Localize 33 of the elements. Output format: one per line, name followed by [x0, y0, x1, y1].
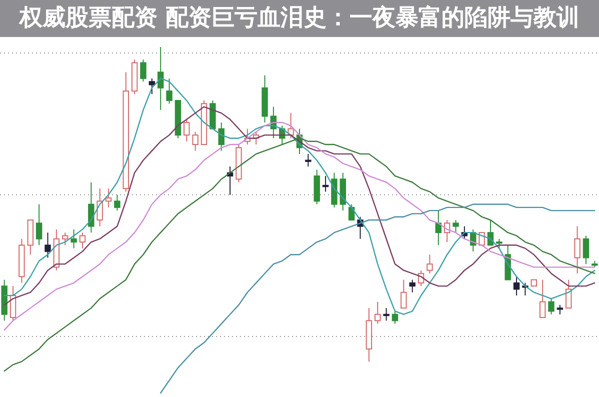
- candlestick: [36, 204, 42, 246]
- candlestick: [574, 226, 580, 274]
- candlestick: [513, 276, 520, 296]
- candlestick: [392, 310, 398, 324]
- candlestick: [184, 118, 190, 142]
- candlestick: [79, 232, 86, 249]
- candlestick: [452, 220, 459, 234]
- candlestick: [556, 304, 564, 315]
- candlestick: [322, 175, 329, 192]
- candlestick: [96, 188, 103, 227]
- candlestick: [70, 228, 77, 249]
- candlestick: [566, 279, 572, 309]
- candlestick: [409, 279, 416, 293]
- candlestick: [305, 153, 312, 168]
- candlestick: [400, 279, 407, 309]
- candlestick: [426, 254, 433, 274]
- candlestick: [539, 279, 546, 318]
- candlestick: [140, 59, 146, 82]
- candlestick: [496, 238, 502, 249]
- candlestick: [166, 78, 172, 104]
- candlestick: [148, 78, 156, 95]
- candlestick: [88, 182, 94, 234]
- candlestick: [105, 188, 112, 208]
- candlestick: [192, 131, 198, 152]
- candlestick: [157, 46, 164, 110]
- candlestick: [383, 308, 390, 322]
- candlestick: [582, 235, 590, 265]
- candlestick: [62, 232, 68, 246]
- candlestick: [548, 298, 554, 315]
- candlestick: [114, 194, 120, 212]
- candlestick: [374, 301, 381, 324]
- chart-title: 权威股票配资 配资巨亏血泪史：一夜暴富的陷阱与教训: [0, 0, 599, 37]
- candlestick: [44, 232, 51, 258]
